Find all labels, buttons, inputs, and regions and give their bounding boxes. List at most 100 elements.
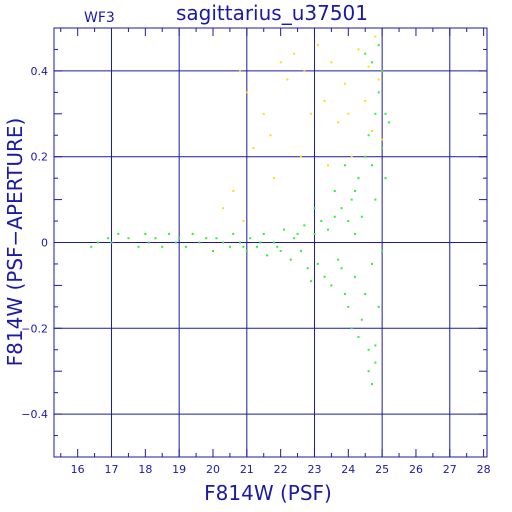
data-point-series-0 xyxy=(374,112,377,115)
data-point-series-0 xyxy=(276,245,279,248)
data-point-series-0 xyxy=(107,237,110,240)
data-point-series-0 xyxy=(228,245,231,248)
data-point-series-1 xyxy=(262,112,265,115)
data-point-series-0 xyxy=(279,250,282,253)
data-point-series-0 xyxy=(333,215,336,218)
x-tick-labels: 16 17 18 19 20 21 22 23 24 25 26 27 28 xyxy=(71,463,491,476)
data-point-series-1 xyxy=(374,35,377,38)
data-point-series-1 xyxy=(239,69,242,72)
data-point-series-1 xyxy=(343,82,346,85)
data-point-series-0 xyxy=(249,237,252,240)
data-point-series-0 xyxy=(96,241,99,244)
data-point-series-0 xyxy=(354,275,357,278)
data-point-series-0 xyxy=(144,232,147,235)
data-point-series-0 xyxy=(306,267,309,270)
data-point-series-1 xyxy=(347,112,350,115)
data-point-series-0 xyxy=(333,190,336,193)
data-point-series-0 xyxy=(178,237,181,240)
data-point-series-0 xyxy=(232,232,235,235)
data-point-series-1 xyxy=(252,147,255,150)
y-axis-label: F814W (PSF−APERTURE) xyxy=(3,118,27,367)
data-point-series-1 xyxy=(299,155,302,158)
data-point-series-0 xyxy=(374,198,377,201)
data-point-series-0 xyxy=(161,245,164,248)
data-point-series-0 xyxy=(239,241,242,244)
data-point-series-0 xyxy=(381,147,384,150)
data-point-series-0 xyxy=(266,254,269,257)
data-point-series-1 xyxy=(316,44,319,47)
data-point-series-0 xyxy=(384,177,387,180)
data-point-series-0 xyxy=(377,44,380,47)
data-point-series-1 xyxy=(286,78,289,81)
data-point-series-0 xyxy=(381,250,384,253)
y-tick-label: 0.4 xyxy=(31,65,49,78)
data-point-series-0 xyxy=(255,245,258,248)
data-point-series-0 xyxy=(272,241,275,244)
data-point-series-0 xyxy=(360,318,363,321)
x-tick-label: 28 xyxy=(477,463,491,476)
data-point-series-1 xyxy=(337,121,340,124)
data-point-series-0 xyxy=(154,237,157,240)
data-point-series-0 xyxy=(215,237,218,240)
data-point-series-1 xyxy=(245,91,248,94)
data-point-series-0 xyxy=(374,344,377,347)
data-point-series-1 xyxy=(364,99,367,102)
x-tick-label: 16 xyxy=(71,463,85,476)
data-point-series-1 xyxy=(350,155,353,158)
data-point-series-0 xyxy=(222,241,225,244)
panel-label: WF3 xyxy=(84,10,115,26)
data-point-series-0 xyxy=(90,245,93,248)
x-tick-label: 19 xyxy=(172,463,186,476)
data-point-series-0 xyxy=(327,228,330,231)
data-point-series-1 xyxy=(269,134,272,137)
plot-frame xyxy=(53,27,488,458)
data-point-series-0 xyxy=(289,258,292,261)
data-point-series-0 xyxy=(370,164,373,167)
data-point-series-1 xyxy=(222,207,225,210)
data-point-series-0 xyxy=(347,305,350,308)
data-point-series-0 xyxy=(296,232,299,235)
x-axis-label: F814W (PSF) xyxy=(204,481,332,505)
data-point-series-0 xyxy=(360,215,363,218)
x-tick-label: 24 xyxy=(341,463,355,476)
data-point-series-0 xyxy=(174,241,177,244)
data-point-series-0 xyxy=(381,69,384,72)
x-tick-label: 17 xyxy=(105,463,119,476)
data-point-series-0 xyxy=(310,280,313,283)
data-point-series-0 xyxy=(364,292,367,295)
data-point-series-0 xyxy=(364,155,367,158)
data-point-series-0 xyxy=(377,91,380,94)
data-point-series-0 xyxy=(127,237,130,240)
x-tick-label: 23 xyxy=(307,463,321,476)
y-tick-label: −0.2 xyxy=(21,322,48,335)
data-point-series-1 xyxy=(377,78,380,81)
data-point-series-0 xyxy=(259,241,262,244)
data-point-series-0 xyxy=(245,250,248,253)
data-point-series-0 xyxy=(211,250,214,253)
data-point-series-0 xyxy=(303,224,306,227)
data-point-series-0 xyxy=(316,262,319,265)
data-point-series-0 xyxy=(367,134,370,137)
data-point-series-1 xyxy=(279,61,282,64)
data-point-series-0 xyxy=(330,284,333,287)
data-point-series-0 xyxy=(168,232,171,235)
data-point-series-1 xyxy=(242,220,245,223)
data-point-series-0 xyxy=(110,241,113,244)
data-point-series-0 xyxy=(242,245,245,248)
data-point-series-0 xyxy=(184,245,187,248)
x-tick-label: 27 xyxy=(443,463,457,476)
data-point-series-1 xyxy=(357,48,360,51)
data-point-series-0 xyxy=(377,305,380,308)
data-point-series-0 xyxy=(198,241,201,244)
data-point-series-1 xyxy=(381,138,384,141)
data-point-series-0 xyxy=(374,361,377,364)
data-point-series-0 xyxy=(367,370,370,373)
data-point-series-0 xyxy=(357,335,360,338)
data-point-series-0 xyxy=(370,262,373,265)
data-point-series-0 xyxy=(347,220,350,223)
data-point-series-0 xyxy=(337,258,340,261)
data-point-series-0 xyxy=(354,190,357,193)
y-tick-label: 0 xyxy=(41,237,48,250)
data-point-series-0 xyxy=(262,232,265,235)
